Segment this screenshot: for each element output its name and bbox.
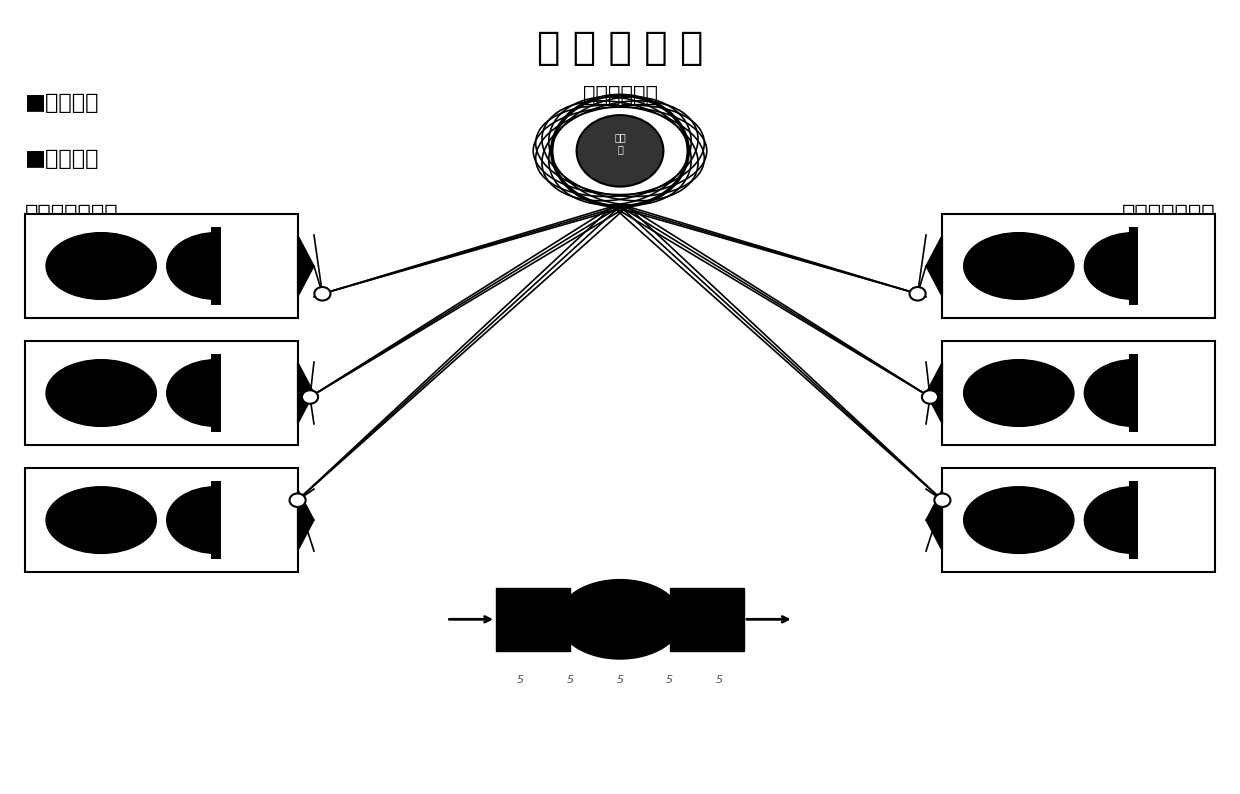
Bar — [25, 214, 298, 318]
Polygon shape — [926, 362, 942, 424]
Bar — [25, 341, 298, 445]
Ellipse shape — [558, 580, 682, 659]
Text: ■小孔成像: ■小孔成像 — [25, 93, 99, 114]
Ellipse shape — [315, 287, 330, 301]
Ellipse shape — [166, 487, 265, 553]
Text: 第一台分幅相机: 第一台分幅相机 — [25, 204, 119, 225]
Polygon shape — [926, 235, 942, 297]
Text: 三维聚爆靶丸: 三维聚爆靶丸 — [583, 85, 657, 106]
Bar — [211, 227, 221, 305]
Ellipse shape — [166, 360, 265, 426]
Ellipse shape — [1084, 487, 1183, 553]
Bar — [216, 481, 268, 559]
Bar — [216, 227, 268, 305]
Ellipse shape — [1084, 233, 1183, 299]
Bar — [211, 481, 221, 559]
Bar — [216, 354, 268, 432]
Bar — [1133, 481, 1185, 559]
Bar — [496, 588, 570, 651]
Polygon shape — [298, 235, 314, 297]
Text: 说 明 书 附 图: 说 明 书 附 图 — [537, 29, 703, 67]
Text: 第二台分幅相机: 第二台分幅相机 — [1121, 204, 1215, 225]
Bar — [1133, 354, 1185, 432]
Text: 5: 5 — [567, 675, 574, 685]
Bar — [1128, 481, 1138, 559]
Polygon shape — [298, 489, 314, 551]
Ellipse shape — [166, 233, 265, 299]
Text: 5: 5 — [666, 675, 673, 685]
Ellipse shape — [1084, 360, 1183, 426]
Ellipse shape — [963, 487, 1074, 553]
Ellipse shape — [963, 233, 1074, 299]
Text: 5: 5 — [715, 675, 723, 685]
Ellipse shape — [289, 493, 305, 507]
Ellipse shape — [909, 287, 925, 301]
Text: 靶信
息: 靶信 息 — [614, 132, 626, 154]
Text: ■精密同步: ■精密同步 — [25, 148, 99, 169]
Ellipse shape — [46, 233, 156, 299]
Bar — [670, 588, 744, 651]
Bar — [942, 468, 1215, 572]
Ellipse shape — [46, 487, 156, 553]
Bar — [1133, 227, 1185, 305]
Ellipse shape — [923, 390, 937, 404]
Polygon shape — [298, 362, 314, 424]
Ellipse shape — [963, 360, 1074, 426]
Bar — [942, 214, 1215, 318]
Text: 5: 5 — [616, 675, 624, 685]
Ellipse shape — [935, 493, 950, 507]
Bar — [1128, 354, 1138, 432]
Bar — [942, 341, 1215, 445]
Ellipse shape — [46, 360, 156, 426]
Bar — [211, 354, 221, 432]
Polygon shape — [926, 489, 942, 551]
Ellipse shape — [303, 390, 317, 404]
Text: 5: 5 — [517, 675, 525, 685]
Bar — [1128, 227, 1138, 305]
Bar — [25, 468, 298, 572]
Ellipse shape — [577, 115, 663, 187]
